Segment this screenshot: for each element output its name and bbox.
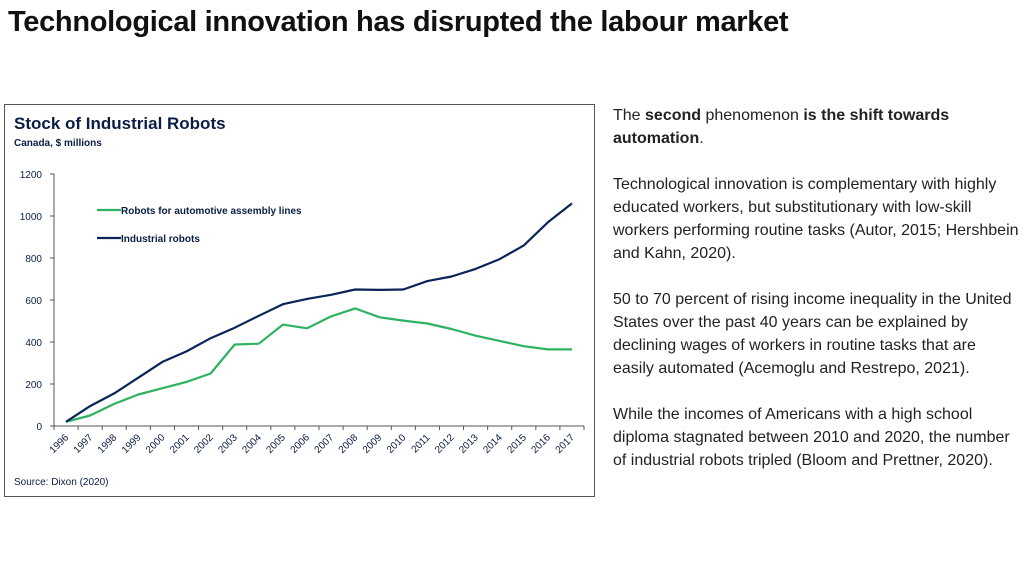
paragraph-robots-tripled: While the incomes of Americans with a hi… (613, 406, 1010, 469)
y-tick-label: 200 (25, 380, 42, 391)
page-title: Technological innovation has disrupted t… (8, 6, 789, 38)
x-tick-label: 1996 (48, 432, 72, 456)
x-tick-label: 2012 (433, 432, 457, 456)
x-tick-label: 2001 (168, 432, 192, 456)
x-tick-label: 2002 (192, 432, 216, 456)
x-tick-label: 2015 (505, 432, 529, 456)
text-panel: The second phenomenon is the shift towar… (613, 104, 1019, 495)
y-tick-label: 400 (25, 338, 42, 349)
x-tick-label: 2005 (264, 432, 288, 456)
y-tick-label: 0 (36, 422, 42, 433)
x-tick-label: 2007 (313, 432, 337, 456)
legend-label: Robots for automotive assembly lines (121, 206, 302, 217)
x-tick-label: 2016 (529, 432, 553, 456)
paragraph-complementarity: Technological innovation is complementar… (613, 176, 1019, 262)
x-tick-label: 2011 (410, 432, 433, 455)
chart-title: Stock of Industrial Robots (14, 114, 226, 133)
legend-label: Industrial robots (121, 234, 200, 245)
x-tick-label: 1998 (96, 432, 120, 456)
x-tick-label: 2000 (144, 432, 168, 456)
paragraph-inequality: 50 to 70 percent of rising income inequa… (613, 291, 1012, 377)
x-tick-label: 1997 (72, 432, 96, 456)
x-tick-label: 2014 (481, 432, 505, 456)
x-tick-label: 2009 (361, 432, 385, 456)
x-tick-label: 2013 (457, 432, 481, 456)
chart-panel: Stock of Industrial Robots Canada, $ mil… (4, 104, 595, 497)
y-tick-label: 600 (25, 296, 42, 307)
x-tick-label: 2008 (337, 432, 361, 456)
paragraph-automation: The second phenomenon is the shift towar… (613, 107, 950, 147)
y-tick-label: 1200 (20, 170, 43, 181)
x-tick-label: 2004 (240, 432, 264, 456)
chart-source: Source: Dixon (2020) (14, 477, 109, 488)
x-tick-label: 2017 (554, 432, 578, 456)
x-tick-label: 2010 (385, 432, 409, 456)
series-line-automotive-robots (65, 307, 572, 423)
chart-subtitle: Canada, $ millions (14, 138, 102, 149)
y-tick-label: 1000 (20, 212, 43, 223)
x-tick-label: 1999 (120, 432, 144, 456)
series-line-industrial-robots (65, 202, 573, 423)
x-tick-label: 2003 (216, 432, 240, 456)
y-tick-label: 800 (25, 254, 42, 265)
x-tick-label: 2006 (289, 432, 313, 456)
